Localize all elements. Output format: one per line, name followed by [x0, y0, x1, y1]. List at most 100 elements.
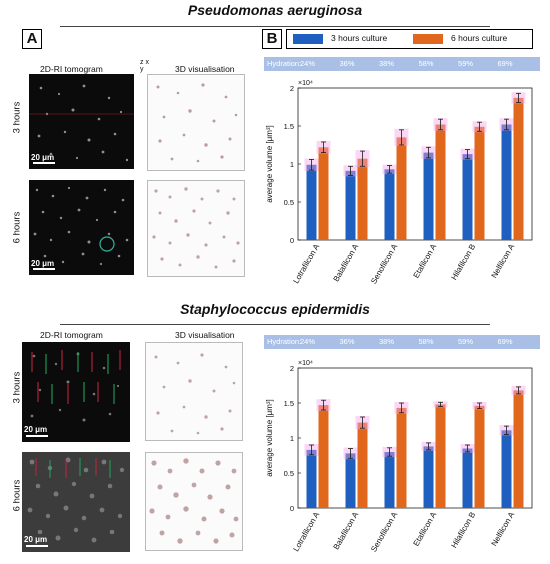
- visualisation-texture: [156, 83, 238, 163]
- y-tick-label: 1.5: [284, 399, 294, 408]
- tomogram-label-bottom: 2D-RI tomogram: [40, 330, 103, 340]
- bar: [384, 452, 395, 508]
- legend-swatch-3h: [293, 34, 323, 44]
- x-tick-label: Balafilcon A: [332, 510, 361, 551]
- bar: [501, 430, 512, 508]
- y-tick-label: 1: [290, 434, 294, 443]
- bar: [318, 147, 329, 240]
- panel-letter-b: B: [262, 29, 282, 49]
- y-axis-label: average volume [μm³]: [265, 399, 274, 477]
- bar: [396, 407, 407, 508]
- hydration-value: 59%: [458, 337, 474, 346]
- bar: [435, 404, 446, 508]
- visualisation-image-6h-bottom: [145, 452, 243, 551]
- hydration-value: 24%: [300, 59, 316, 68]
- bar-chart-staphylococcus: 0 0.5 1 1.5 2 ×10⁴ average volume [μm³] Lotrafi…: [265, 360, 533, 554]
- row-label-3h-top: 3 hours: [11, 101, 23, 134]
- hydration-value: 38%: [379, 337, 395, 346]
- visualisation-image-6h-top: [147, 180, 245, 277]
- bar: [357, 422, 368, 508]
- visualisation-label-top: 3D visualisation: [175, 64, 235, 74]
- bar: [474, 126, 485, 240]
- bar: [513, 390, 524, 508]
- bar: [423, 446, 434, 508]
- x-tick-label: Hilafilcon B: [449, 511, 477, 550]
- plot-area: [297, 87, 533, 241]
- x-tick-label: Senofilcon A: [369, 242, 399, 286]
- hydration-value: 36%: [339, 59, 355, 68]
- title-divider-bottom: [60, 324, 490, 325]
- hydration-value: 58%: [418, 337, 434, 346]
- hydration-label: Hydration:: [267, 59, 302, 68]
- bar: [357, 158, 368, 240]
- x-tick-label: Etafilcon A: [412, 510, 439, 548]
- tomogram-image-3h-top: 20 μm: [29, 74, 134, 169]
- x-tick-label: Lotrafilcon A: [291, 242, 321, 285]
- tomogram-label-top: 2D-RI tomogram: [40, 64, 103, 74]
- row-label-6h-bottom: 6 hours: [11, 479, 23, 512]
- x-tick-label: Etafilcon A: [412, 242, 439, 280]
- tomogram-texture: [27, 457, 125, 543]
- visualisation-label-bottom: 3D visualisation: [175, 330, 235, 340]
- visualisation-texture: [152, 187, 240, 269]
- scale-bar: [26, 435, 48, 437]
- scale-label: 20 μm: [31, 153, 55, 162]
- y-tick-label: 2: [290, 84, 294, 93]
- legend-label-6h: 6 hours culture: [451, 33, 508, 43]
- x-tick-label: Senofilcon A: [369, 510, 399, 554]
- x-tick-label: Lotrafilcon A: [291, 510, 321, 553]
- bar-chart-pseudomonas: 0 0.5 1 1.5 2 ×10⁴ average volume [μm³] Lotrafi…: [265, 80, 533, 286]
- x-tick-label: Nelfilcon A: [490, 510, 517, 548]
- y-tick-label: 0.5: [284, 469, 294, 478]
- hydration-value: 58%: [418, 59, 434, 68]
- hydration-value: 59%: [458, 59, 474, 68]
- visualisation-image-3h-bottom: [145, 342, 243, 441]
- tomogram-texture: [29, 84, 134, 162]
- hydration-bar-top: Hydration: 24% 36% 38% 58% 59% 69%: [264, 57, 540, 71]
- bar: [396, 137, 407, 240]
- bar: [345, 453, 356, 508]
- y-axis-multiplier: ×10⁴: [298, 80, 313, 87]
- tomogram-image-3h-bottom: 20 μm: [22, 342, 130, 442]
- bar: [306, 164, 317, 240]
- tomogram-texture: [33, 186, 129, 266]
- chart-legend: 3 hours culture 6 hours culture: [286, 29, 533, 49]
- y-tick-label: 0.5: [284, 198, 294, 207]
- bar: [345, 170, 356, 240]
- y-tick-label: 1.5: [284, 122, 294, 131]
- hydration-value: 69%: [497, 337, 513, 346]
- hydration-value: 69%: [497, 59, 513, 68]
- visualisation-texture: [149, 458, 239, 544]
- y-axis-multiplier: ×10⁴: [298, 360, 313, 367]
- bar: [513, 97, 524, 240]
- scale-label: 20 μm: [24, 425, 48, 434]
- scale-label: 20 μm: [31, 259, 55, 268]
- plot-area: [297, 367, 533, 509]
- scale-label: 20 μm: [24, 535, 48, 544]
- scale-bar: [33, 162, 55, 164]
- tomogram-image-6h-top: 20 μm: [29, 180, 134, 275]
- scale-bar: [26, 545, 48, 547]
- bar: [501, 124, 512, 240]
- title-divider-top: [60, 26, 490, 27]
- bar: [306, 449, 317, 508]
- tomogram-texture: [30, 350, 121, 422]
- bar: [435, 124, 446, 240]
- legend-label-3h: 3 hours culture: [331, 33, 388, 43]
- legend-swatch-6h: [413, 34, 443, 44]
- y-tick-label: 2: [290, 364, 294, 373]
- visualisation-texture: [154, 353, 236, 435]
- y-tick-label: 0: [290, 504, 294, 513]
- x-tick-label: Balafilcon A: [332, 242, 361, 283]
- bar: [462, 154, 473, 240]
- bar: [423, 152, 434, 240]
- bar: [318, 405, 329, 508]
- x-tick-label: Nelfilcon A: [490, 242, 517, 280]
- tomogram-image-6h-bottom: 20 μm: [22, 452, 130, 552]
- hydration-label: Hydration:: [267, 337, 302, 346]
- row-label-3h-bottom: 3 hours: [11, 371, 23, 404]
- hydration-bar-bottom: Hydration: 24% 36% 38% 58% 59% 69%: [264, 335, 540, 349]
- panel-letter-a: A: [22, 29, 42, 49]
- title-pseudomonas: Pseudomonas aeruginosa: [187, 2, 363, 18]
